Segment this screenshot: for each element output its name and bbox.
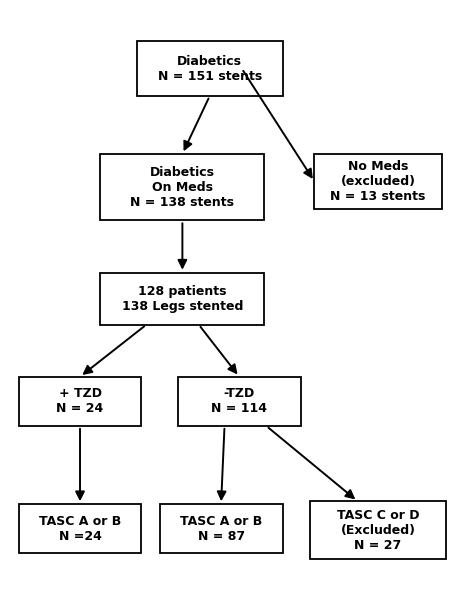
FancyBboxPatch shape — [314, 154, 442, 209]
FancyBboxPatch shape — [100, 273, 264, 324]
Text: 128 patients
138 Legs stented: 128 patients 138 Legs stented — [122, 285, 243, 312]
FancyBboxPatch shape — [100, 154, 264, 221]
Text: TASC C or D
(Excluded)
N = 27: TASC C or D (Excluded) N = 27 — [337, 509, 419, 552]
Text: TASC A or B
N =24: TASC A or B N =24 — [39, 515, 121, 543]
FancyBboxPatch shape — [18, 504, 141, 554]
FancyBboxPatch shape — [160, 504, 283, 554]
Text: Diabetics
On Meds
N = 138 stents: Diabetics On Meds N = 138 stents — [130, 166, 235, 209]
Text: + TZD
N = 24: + TZD N = 24 — [56, 387, 104, 415]
FancyBboxPatch shape — [310, 501, 447, 559]
Text: No Meds
(excluded)
N = 13 stents: No Meds (excluded) N = 13 stents — [330, 160, 426, 203]
FancyBboxPatch shape — [137, 41, 283, 96]
FancyBboxPatch shape — [178, 377, 301, 426]
Text: -TZD
N = 114: -TZD N = 114 — [211, 387, 267, 415]
Text: TASC A or B
N = 87: TASC A or B N = 87 — [180, 515, 262, 543]
FancyBboxPatch shape — [18, 377, 141, 426]
Text: Diabetics
N = 151 stents: Diabetics N = 151 stents — [157, 54, 262, 83]
